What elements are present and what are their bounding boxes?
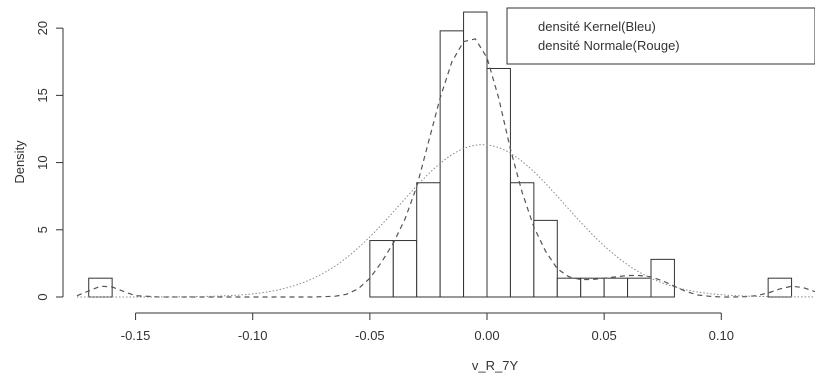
legend: densité Kernel(Bleu) densité Normale(Rou… [506, 7, 815, 65]
histogram-bar [416, 182, 441, 298]
x-tick-label: 0.00 [474, 328, 499, 343]
legend-entry: densité Kernel(Bleu) [538, 19, 656, 34]
x-axis-label: v_R_7Y [472, 358, 519, 373]
y-axis: 0 5 10 15 20 [35, 21, 64, 301]
x-tick-label: 0.05 [591, 328, 616, 343]
y-axis-label: Density [12, 140, 27, 184]
legend-entry: densité Normale(Rouge) [538, 38, 680, 53]
x-tick-label: 0.10 [709, 328, 734, 343]
histogram-bar [392, 240, 418, 298]
histogram-bar [439, 30, 465, 298]
y-tick-label: 20 [35, 21, 50, 35]
histogram-bar [650, 258, 675, 298]
kernel-density-curve [76, 38, 815, 298]
x-axis: -0.15 -0.10 -0.05 0.00 0.05 0.10 [121, 312, 734, 343]
y-tick-label: 15 [35, 88, 50, 102]
y-tick-label: 10 [35, 155, 50, 169]
density-curves [76, 38, 815, 298]
x-tick-label: -0.05 [355, 328, 385, 343]
histogram-bar [486, 67, 511, 298]
y-tick-label: 0 [35, 293, 50, 300]
y-tick-label: 5 [35, 226, 50, 233]
histogram-bar [580, 277, 605, 298]
normal-density-curve [77, 144, 815, 298]
histogram-bar [767, 277, 793, 298]
histogram-bar [556, 277, 582, 298]
histogram-bar [463, 11, 488, 298]
x-tick-label: -0.10 [238, 328, 268, 343]
legend-box [506, 7, 815, 65]
histogram-bar [603, 277, 629, 298]
histogram-bar [627, 277, 652, 298]
histogram-bar [88, 277, 113, 298]
histogram-bar [509, 182, 535, 298]
x-tick-label: -0.15 [121, 328, 151, 343]
histogram-bar [533, 219, 558, 298]
